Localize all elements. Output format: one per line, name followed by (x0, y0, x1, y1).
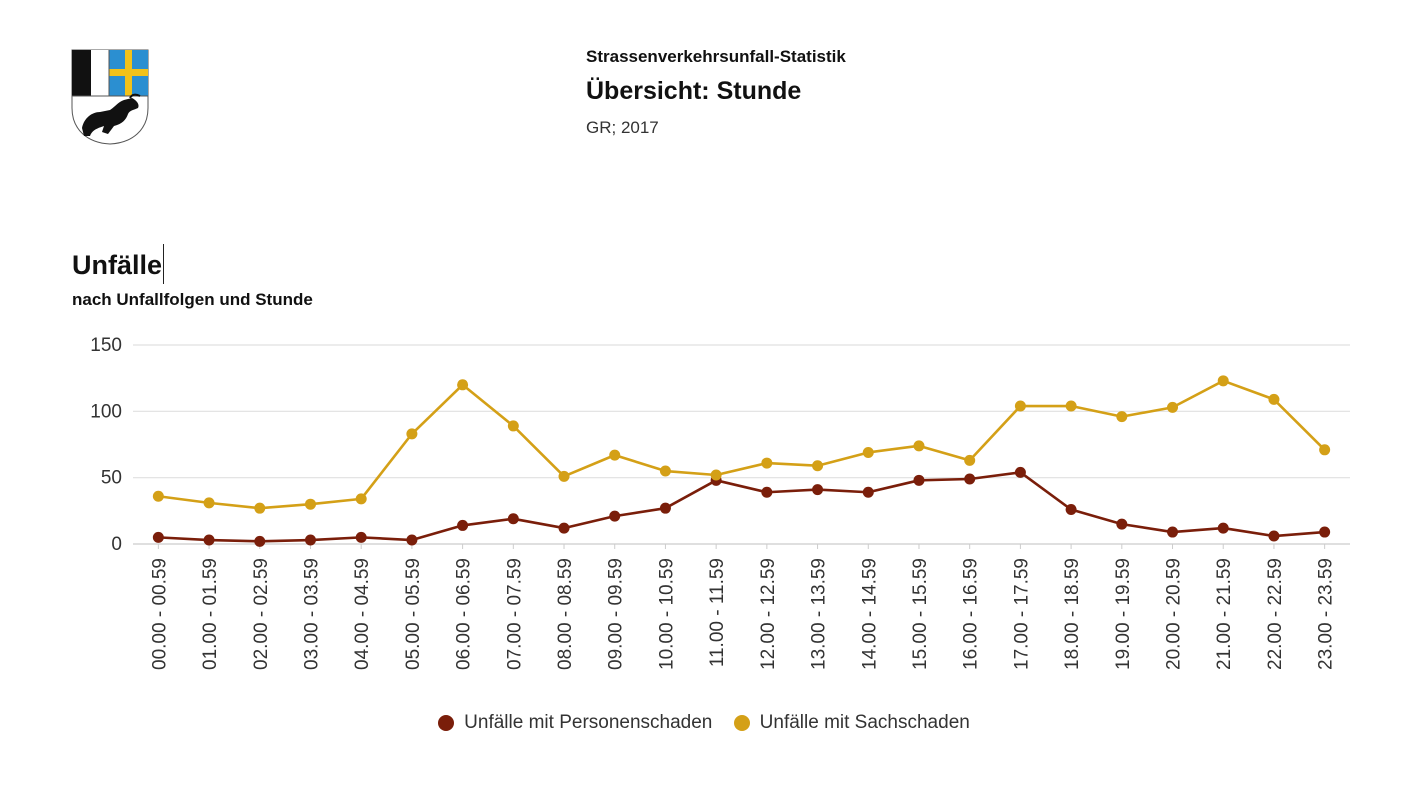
x-tick-label-15: 15.00 - 15.59 (910, 558, 931, 670)
series-0-point-2 (254, 535, 266, 547)
x-tick-label-12: 12.00 - 12.59 (758, 558, 779, 670)
legend-item-sachschaden[interactable]: Unfälle mit Sachschaden (733, 712, 970, 734)
series-0-point-9 (609, 510, 621, 522)
x-tick-label-8: 08.00 - 08.59 (555, 558, 576, 670)
series-1-point-2 (254, 502, 266, 514)
series-1-point-21 (1217, 375, 1229, 387)
series-1-point-19 (1116, 411, 1128, 423)
x-tick-label-17: 17.00 - 17.59 (1011, 558, 1032, 670)
x-tick-label-23: 23.00 - 23.59 (1316, 558, 1337, 670)
y-tick-label-100: 100 (90, 401, 122, 422)
series-1-point-11 (710, 469, 722, 481)
legend-marker-personenschaden (438, 715, 455, 731)
series-0-point-3 (304, 534, 316, 546)
series-line-0 (158, 471, 1325, 543)
x-tick-label-19: 19.00 - 19.59 (1113, 558, 1134, 670)
x-tick-label-3: 03.00 - 03.59 (301, 558, 322, 670)
x-tick-label-4: 04.00 - 04.59 (352, 558, 373, 670)
x-tick-label-2: 02.00 - 02.59 (251, 558, 272, 670)
series-1-point-23 (1319, 444, 1331, 456)
series-1-point-17 (1014, 400, 1026, 412)
series-1-point-8 (558, 470, 570, 482)
series-1-point-15 (913, 440, 925, 452)
series-0-point-22 (1268, 530, 1280, 542)
legend-marker-sachschaden (733, 715, 750, 731)
chart-title-block[interactable]: Unfälle (72, 244, 165, 284)
series-1-point-0 (152, 490, 164, 502)
series-0-point-7 (507, 513, 519, 525)
series-0-point-1 (203, 534, 215, 546)
series-1-point-10 (659, 465, 671, 477)
x-tick-label-6: 06.00 - 06.59 (454, 558, 475, 670)
series-1-point-5 (406, 428, 418, 440)
x-tick-label-10: 10.00 - 10.59 (656, 558, 677, 670)
series-1-point-13 (812, 460, 824, 472)
x-tick-label-0: 00.00 - 00.59 (149, 558, 170, 670)
legend-label-personenschaden: Unfälle mit Personenschaden (464, 712, 713, 733)
line-chart: 0 50 100 150 00.00 - 00.59 01.00 - 01.59 02.00… (90, 335, 1350, 670)
chart-title: Unfälle (72, 250, 163, 280)
series-1-point-9 (609, 449, 621, 461)
series-0-point-6 (457, 519, 469, 531)
series-1-point-20 (1167, 401, 1179, 413)
series-1-point-4 (355, 493, 367, 505)
y-tick-label-150: 150 (90, 335, 122, 356)
series-0-point-0 (152, 531, 164, 543)
legend-label-sachschaden: Unfälle mit Sachschaden (759, 712, 970, 733)
series-1-point-22 (1268, 393, 1280, 405)
series-0-point-16 (964, 473, 976, 485)
chart-subtitle: nach Unfallfolgen und Stunde (72, 290, 313, 309)
report-supertitle: Strassenverkehrsunfall-Statistik (586, 47, 846, 66)
series-1-point-7 (507, 420, 519, 432)
series-0-point-10 (659, 502, 671, 514)
report-subtitle: GR; 2017 (586, 118, 659, 137)
x-tick-label-9: 09.00 - 09.59 (606, 558, 627, 670)
series-0-point-4 (355, 531, 367, 543)
series-0-point-23 (1319, 526, 1331, 538)
series-line-1 (158, 379, 1326, 510)
y-tick-label-0: 0 (111, 534, 122, 555)
series-0-point-17 (1014, 466, 1026, 478)
series-0-point-5 (406, 534, 418, 546)
series-0-point-21 (1217, 522, 1229, 534)
series-0-point-15 (913, 474, 925, 486)
series-1-point-3 (304, 498, 316, 510)
x-tick-label-14: 14.00 - 14.59 (859, 558, 880, 670)
series-1-point-1 (203, 497, 215, 509)
series-0-point-13 (812, 484, 824, 496)
x-tick-label-11: 11.00 - 11.59 (707, 558, 728, 667)
series-1-point-12 (761, 457, 773, 469)
series-0-point-20 (1167, 526, 1179, 538)
x-tick-label-21: 21.00 - 21.59 (1214, 558, 1235, 670)
x-tick-label-13: 13.00 - 13.59 (809, 558, 830, 670)
x-tick-label-5: 05.00 - 05.59 (403, 558, 424, 670)
series-1-point-18 (1065, 400, 1077, 412)
chart-legend: Unfälle mit Personenschaden Unfälle mit … (0, 712, 1408, 737)
series-0-point-12 (761, 486, 773, 498)
x-tick-label-20: 20.00 - 20.59 (1164, 558, 1185, 670)
series-0-point-18 (1065, 504, 1077, 516)
x-tick-label-7: 07.00 - 07.59 (504, 558, 525, 670)
coat-of-arms-logo (71, 49, 149, 145)
y-tick-label-50: 50 (101, 468, 122, 489)
series-0-point-8 (558, 522, 570, 534)
series-1-point-6 (457, 379, 469, 391)
x-tick-label-16: 16.00 - 16.59 (961, 558, 982, 670)
x-tick-label-1: 01.00 - 01.59 (200, 558, 221, 670)
text-cursor (163, 244, 165, 284)
legend-item-personenschaden[interactable]: Unfälle mit Personenschaden (438, 712, 712, 734)
series-0-point-14 (862, 486, 874, 498)
series-1-point-16 (964, 454, 976, 466)
report-title: Übersicht: Stunde (586, 77, 802, 105)
x-tick-label-22: 22.00 - 22.59 (1265, 558, 1286, 670)
series-0-point-19 (1116, 518, 1128, 530)
series-1-point-14 (862, 446, 874, 458)
x-tick-label-18: 18.00 - 18.59 (1062, 558, 1083, 670)
